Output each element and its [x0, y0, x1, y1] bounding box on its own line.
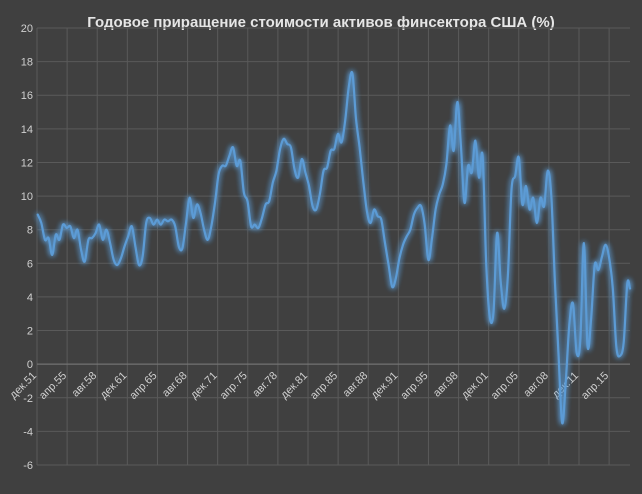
y-tick-label: 8 [27, 225, 33, 237]
y-tick-label: 0 [27, 359, 33, 371]
x-tick-label: дек.81 [279, 370, 311, 402]
chart-title: Годовое приращение стоимости активов фин… [87, 14, 554, 31]
y-tick-label: 14 [21, 124, 33, 136]
series-layer [36, 71, 632, 425]
x-tick-label: апр.15 [579, 370, 611, 402]
x-tick-label: дек.91 [369, 370, 401, 402]
y-tick-label: 12 [21, 157, 33, 169]
y-tick-label: 10 [21, 191, 33, 203]
x-tick-label: авг.88 [341, 370, 371, 400]
x-tick-label: апр.05 [489, 370, 521, 402]
x-tick-label: авг.78 [250, 370, 280, 400]
y-tick-label: -4 [23, 426, 33, 438]
y-axis: -6 -4 -2 0 2 4 6 8 10 12 14 16 18 20 [21, 23, 33, 472]
x-tick-label: дек.71 [188, 370, 220, 402]
x-tick-label: авг.68 [160, 370, 190, 400]
y-tick-label: -6 [23, 460, 33, 472]
y-tick-label: -2 [23, 393, 33, 405]
x-tick-label: дек.01 [459, 370, 491, 402]
x-tick-label: апр.65 [127, 370, 159, 402]
series-line [36, 71, 632, 425]
x-tick-label: апр.75 [218, 370, 250, 402]
y-tick-label: 18 [21, 57, 33, 69]
x-tick-label: дек.61 [98, 370, 130, 402]
y-tick-label: 20 [21, 23, 33, 35]
x-tick-label: апр.55 [37, 370, 69, 402]
y-tick-label: 6 [27, 258, 33, 270]
x-tick-label: авг.98 [431, 370, 461, 400]
x-tick-label: авг.08 [521, 370, 551, 400]
y-tick-label: 16 [21, 90, 33, 102]
x-tick-label: апр.95 [398, 370, 430, 402]
x-tick-label: авг.58 [70, 370, 100, 400]
grid-lines [36, 27, 630, 466]
x-tick-label: апр.85 [308, 370, 340, 402]
y-tick-label: 4 [27, 292, 33, 304]
y-tick-label: 2 [27, 326, 33, 338]
